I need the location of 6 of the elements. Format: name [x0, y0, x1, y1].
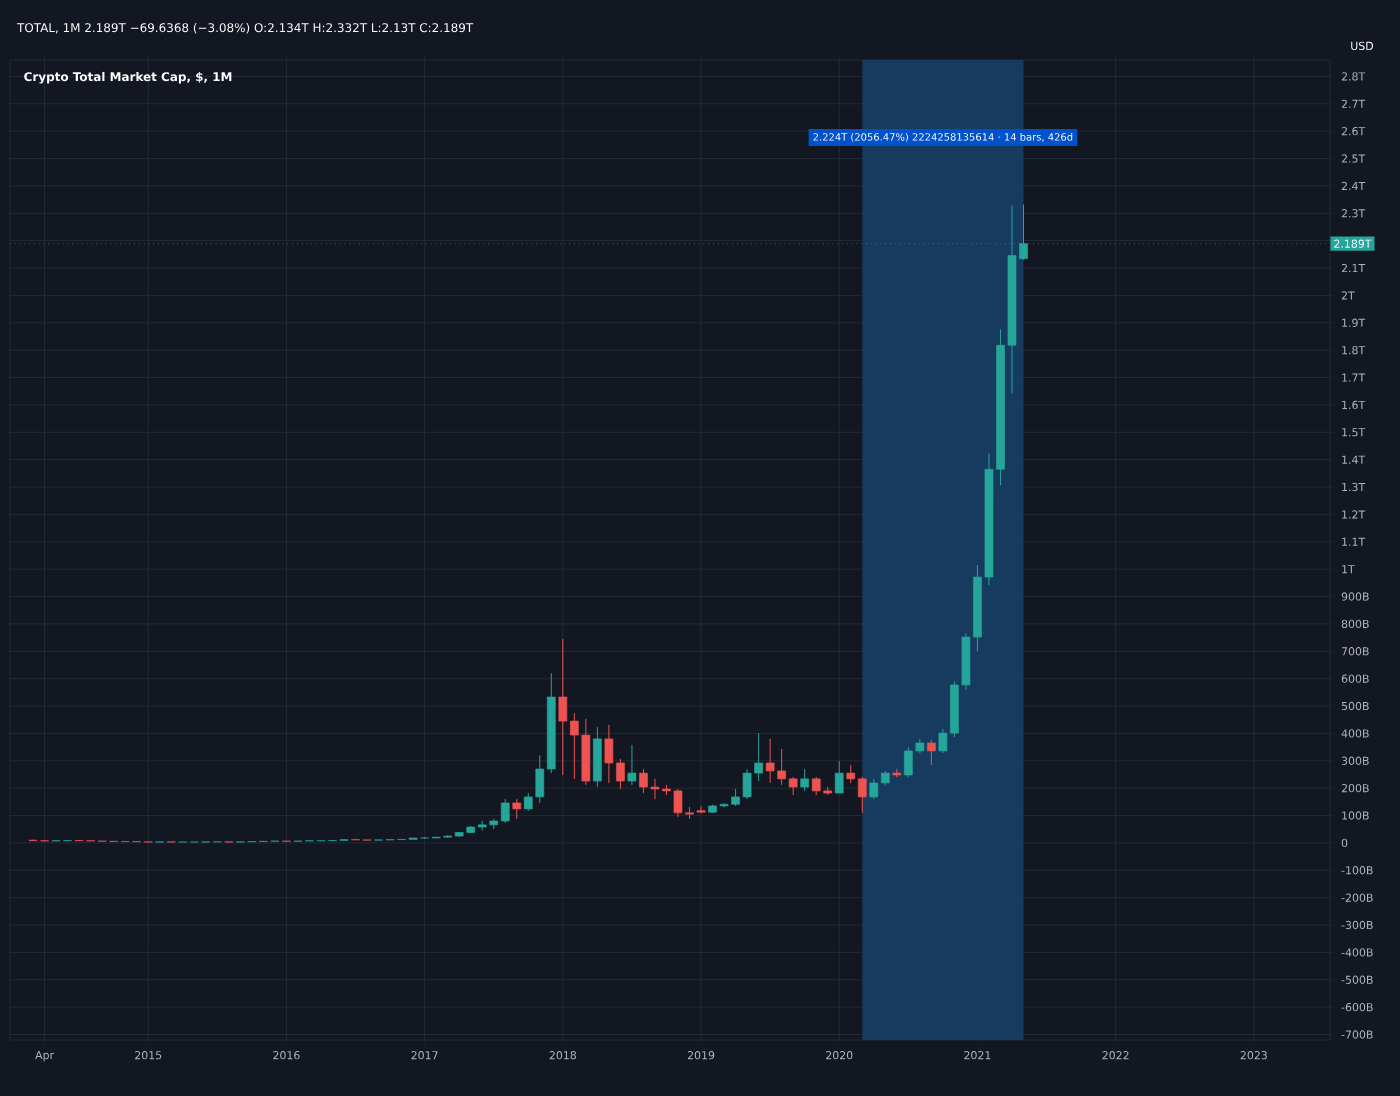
candlestick [834, 760, 844, 794]
candlestick [627, 744, 637, 786]
candlestick [927, 739, 936, 766]
candlestick [800, 768, 810, 792]
candlestick [593, 726, 602, 788]
candlestick [512, 798, 522, 820]
